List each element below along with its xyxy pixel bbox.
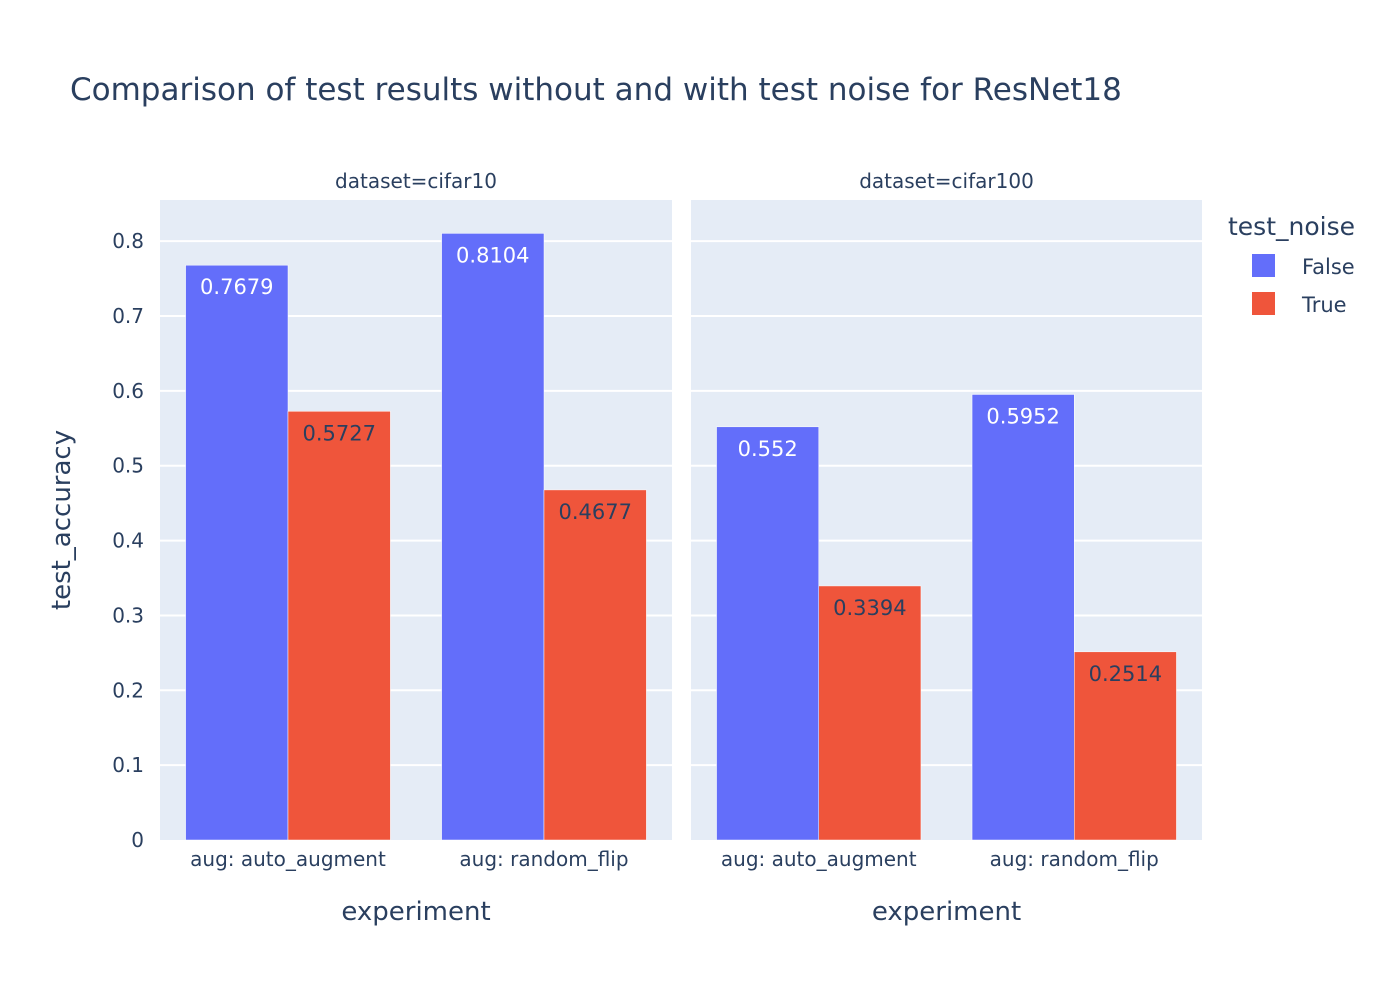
legend: test_noise False True <box>1228 212 1355 317</box>
bar <box>185 264 289 841</box>
legend-swatch <box>1252 292 1275 315</box>
bar-value-label: 0.7679 <box>200 275 273 299</box>
x-tick-label: aug: auto_augment <box>190 847 386 871</box>
bar <box>543 489 647 841</box>
legend-title: test_noise <box>1228 212 1355 241</box>
facet-panel: dataset=cifar10 0.7679 0.5727 aug: auto_aug… <box>160 169 672 927</box>
x-tick-label: aug: random_flip <box>459 847 628 871</box>
x-tick-label: aug: auto_augment <box>721 847 917 871</box>
x-axis-title: experiment <box>341 897 490 927</box>
legend-items: False True <box>1252 254 1355 317</box>
bar-value-label: 0.8104 <box>456 243 529 267</box>
facet-panel: dataset=cifar100 0.552 0.3394 aug: auto_aug… <box>691 169 1202 927</box>
legend-swatch <box>1252 254 1275 277</box>
x-tick-label: aug: random_flip <box>990 847 1159 871</box>
bar <box>818 585 922 841</box>
y-tick-label: 0.2 <box>112 678 144 702</box>
bar-value-label: 0.5727 <box>302 421 375 445</box>
y-tick-label: 0 <box>131 828 144 852</box>
plot-area: 0 0.1 0.2 0.3 0.4 0.5 0.6 0.7 0.8 dataset=cifar10… <box>112 169 1202 927</box>
bar <box>971 394 1075 841</box>
y-tick-label: 0.6 <box>112 379 144 403</box>
bar <box>1074 651 1177 841</box>
bar <box>716 426 819 841</box>
facet-title: dataset=cifar10 <box>335 169 497 193</box>
bar-value-label: 0.552 <box>738 437 798 461</box>
bar-value-label: 0.5952 <box>986 404 1059 428</box>
chart-title: Comparison of test results without and w… <box>70 72 1122 108</box>
bar-value-label: 0.3394 <box>833 596 906 620</box>
bar <box>441 233 545 841</box>
y-axis-title: test_accuracy <box>47 430 77 610</box>
facet-title: dataset=cifar100 <box>859 169 1034 193</box>
legend-label: False <box>1302 255 1355 279</box>
x-axis-title: experiment <box>872 897 1021 927</box>
y-tick-label: 0.8 <box>112 229 144 253</box>
bar-value-label: 0.2514 <box>1089 662 1162 686</box>
y-tick-label: 0.4 <box>112 529 144 553</box>
y-tick-label: 0.3 <box>112 603 144 627</box>
bar-value-label: 0.4677 <box>558 500 631 524</box>
y-tick-label: 0.5 <box>112 454 144 478</box>
bar <box>287 411 391 841</box>
y-tick-label: 0.7 <box>112 304 144 328</box>
y-tick-label: 0.1 <box>112 753 144 777</box>
legend-label: True <box>1301 293 1347 317</box>
